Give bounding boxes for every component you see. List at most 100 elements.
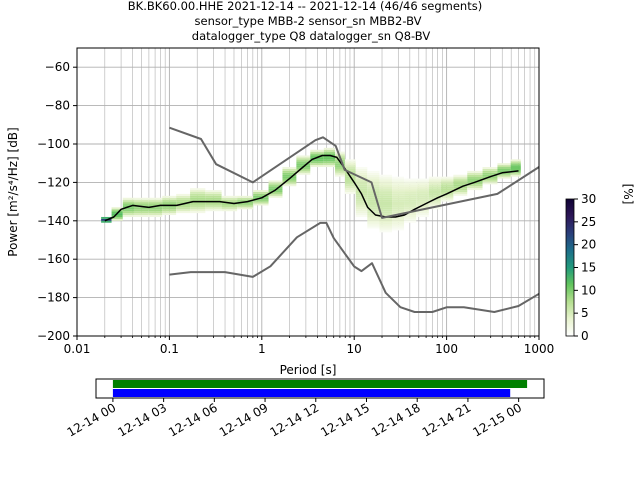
density-cell bbox=[404, 220, 417, 223]
density-cell bbox=[176, 205, 191, 208]
density-cell bbox=[323, 149, 336, 152]
colorbar-gradient bbox=[565, 198, 575, 337]
density-cell bbox=[237, 195, 254, 198]
density-cell bbox=[367, 176, 380, 179]
density-cell bbox=[162, 213, 177, 216]
density-cell bbox=[323, 165, 336, 168]
density-cell bbox=[296, 163, 311, 166]
density-cell bbox=[310, 159, 324, 162]
density-cell bbox=[428, 190, 441, 192]
density-cell bbox=[510, 174, 521, 177]
density-cell bbox=[205, 190, 222, 192]
density-cell bbox=[111, 215, 123, 217]
density-cell bbox=[379, 209, 393, 212]
title-line-3: datalogger_type Q8 datalogger_sn Q8-BV bbox=[192, 29, 431, 43]
density-cell bbox=[392, 209, 405, 212]
density-cell bbox=[355, 182, 368, 185]
series-line-noise-model-low bbox=[169, 221, 540, 313]
density-cell bbox=[162, 199, 177, 202]
timeline-tick-label: 12-15 00 bbox=[470, 400, 524, 439]
density-cell bbox=[428, 188, 441, 191]
density-cell bbox=[237, 203, 254, 206]
density-cell bbox=[296, 159, 311, 162]
density-cell bbox=[467, 170, 483, 173]
colorbar-tick-label: 10 bbox=[581, 283, 596, 297]
density-cell bbox=[101, 216, 112, 219]
density-cell bbox=[416, 213, 429, 216]
density-cell bbox=[379, 220, 393, 223]
timeline-bar-data bbox=[112, 380, 528, 388]
density-cell bbox=[268, 192, 283, 194]
density-cell bbox=[404, 216, 417, 219]
density-cell bbox=[404, 188, 417, 191]
density-cell bbox=[148, 209, 163, 212]
density-cell bbox=[310, 155, 324, 158]
density-cell bbox=[510, 163, 521, 166]
density-cell bbox=[497, 163, 511, 166]
density-cell bbox=[379, 213, 393, 216]
density-cell bbox=[122, 207, 135, 210]
density-cell bbox=[392, 197, 405, 200]
density-cell bbox=[467, 176, 483, 179]
density-cell bbox=[467, 178, 483, 181]
density-cell bbox=[162, 203, 177, 206]
density-cell bbox=[440, 186, 454, 189]
density-cell bbox=[404, 184, 417, 187]
density-cell bbox=[176, 201, 191, 204]
density-cell bbox=[134, 211, 149, 214]
y-tick-label: −100 bbox=[37, 137, 70, 151]
density-cell bbox=[221, 205, 238, 208]
density-cell bbox=[355, 174, 368, 177]
density-cell bbox=[221, 209, 238, 212]
density-cell bbox=[148, 203, 163, 206]
density-cell bbox=[268, 190, 283, 192]
density-cell bbox=[355, 167, 368, 169]
density-cell bbox=[379, 205, 393, 208]
density-cell bbox=[404, 209, 417, 212]
density-cell bbox=[310, 163, 324, 166]
density-cell bbox=[367, 205, 380, 208]
density-cell bbox=[392, 211, 405, 214]
density-cell bbox=[205, 192, 222, 194]
density-cell bbox=[237, 205, 254, 208]
density-cell bbox=[392, 220, 405, 223]
density-cell bbox=[367, 178, 380, 181]
density-cell bbox=[335, 165, 345, 168]
density-cell bbox=[440, 188, 454, 191]
x-tick-label: 1000 bbox=[524, 342, 555, 356]
density-cell bbox=[344, 186, 356, 189]
colorbar-tick-label: 5 bbox=[581, 306, 589, 320]
density-cell bbox=[404, 205, 417, 208]
density-cell bbox=[482, 168, 498, 171]
density-cell bbox=[416, 197, 429, 200]
x-tick-label: 0.01 bbox=[64, 342, 91, 356]
density-cell bbox=[440, 193, 454, 196]
density-cell bbox=[404, 193, 417, 196]
density-cell bbox=[392, 201, 405, 204]
density-cell bbox=[205, 193, 222, 196]
density-cell bbox=[367, 213, 380, 216]
density-cell bbox=[416, 205, 429, 208]
density-cell bbox=[379, 195, 393, 198]
density-cell bbox=[237, 199, 254, 202]
density-cell bbox=[237, 207, 254, 210]
density-cell bbox=[482, 172, 498, 175]
title-line-1: BK.BK60.00.HHE 2021-12-14 -- 2021-12-14 … bbox=[128, 0, 482, 13]
density-cell bbox=[335, 159, 345, 162]
timeline-tick-label: 12-14 03 bbox=[115, 400, 169, 439]
density-cell bbox=[344, 182, 356, 185]
density-cell bbox=[428, 176, 441, 179]
density-cell bbox=[392, 218, 405, 221]
density-cell bbox=[344, 167, 356, 169]
density-cell bbox=[323, 157, 336, 160]
density-cell bbox=[482, 180, 498, 183]
y-tick-label: −180 bbox=[37, 291, 70, 305]
density-cell bbox=[122, 197, 135, 200]
density-cell bbox=[205, 203, 222, 206]
density-cell bbox=[221, 207, 238, 210]
density-cell bbox=[440, 178, 454, 181]
density-cell bbox=[282, 180, 297, 183]
curves bbox=[104, 126, 540, 313]
density-cell bbox=[134, 203, 149, 206]
